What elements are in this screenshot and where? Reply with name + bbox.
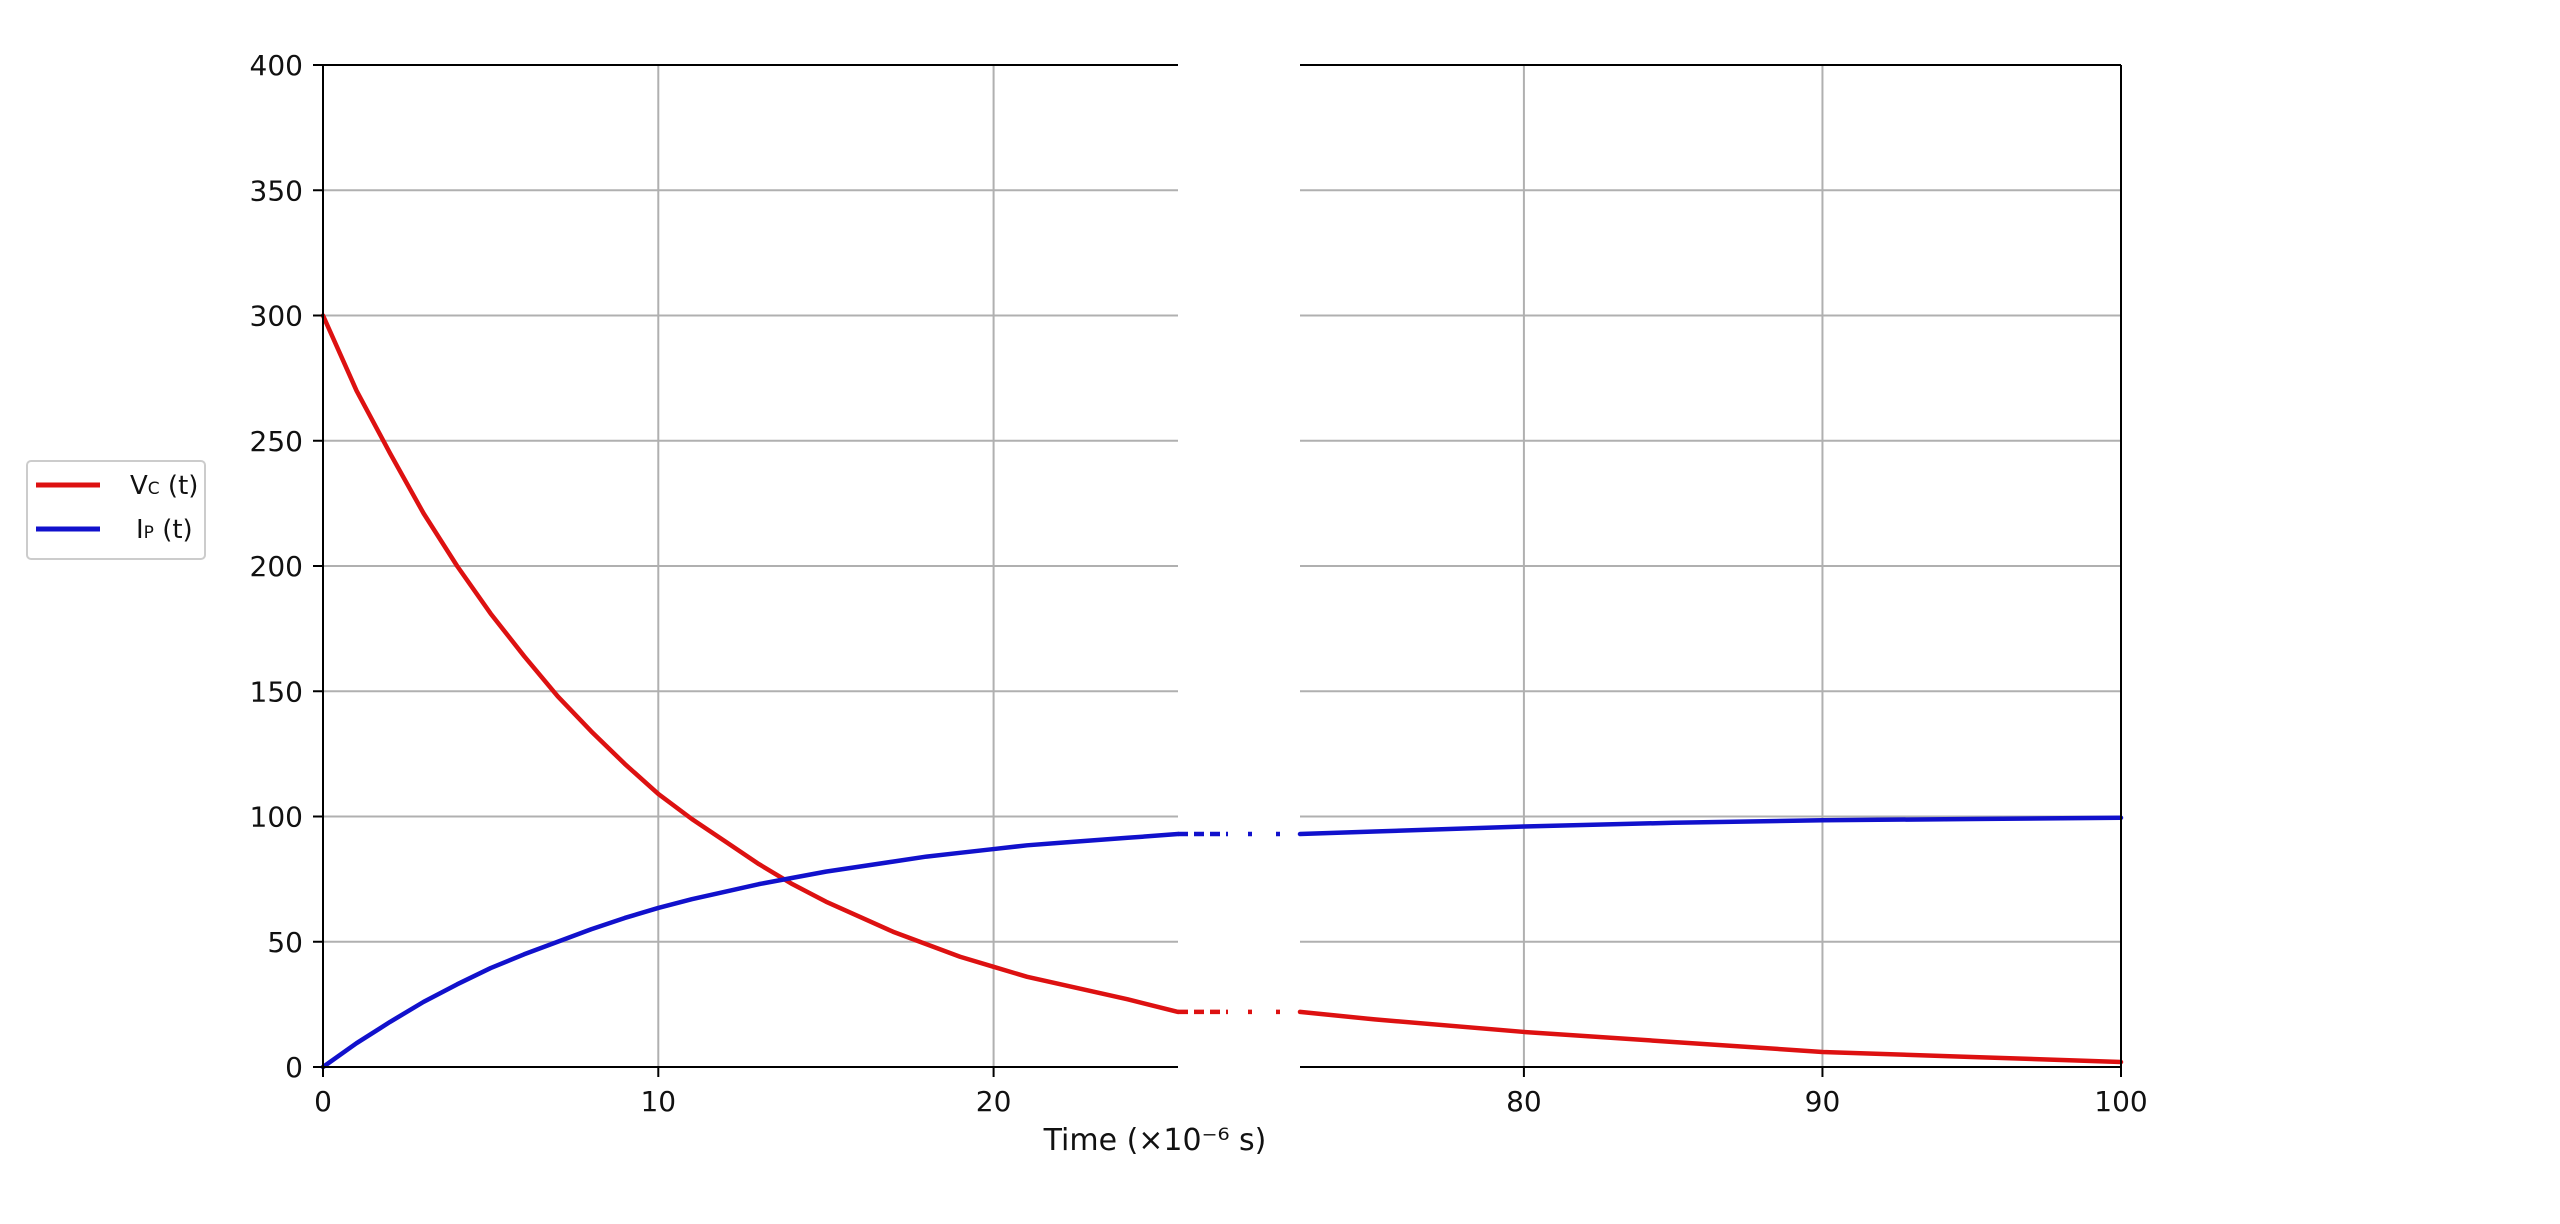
x-tick-label: 10 bbox=[640, 1085, 676, 1118]
x-tick-label: 100 bbox=[2094, 1085, 2147, 1118]
grid-layer bbox=[323, 64, 2121, 1067]
series-line-vc-panel-0 bbox=[320, 313, 1181, 1015]
legend-label-vc-main: V bbox=[130, 471, 148, 501]
x-tick-label: 20 bbox=[976, 1085, 1012, 1118]
y-tick-label: 350 bbox=[250, 174, 303, 207]
series-line-ip-panel-1 bbox=[1297, 815, 2124, 837]
y-tick-label: 50 bbox=[267, 926, 303, 959]
y-tick-label: 250 bbox=[250, 425, 303, 458]
y-tick-label: 100 bbox=[250, 801, 303, 834]
legend-label-vc-sub: C bbox=[148, 479, 160, 499]
legend-label-vc: VC (t) bbox=[130, 471, 198, 501]
x-axis-label: Time (×10⁻⁶ s) bbox=[1043, 1123, 1267, 1158]
legend-label-ip-main: I bbox=[136, 515, 144, 545]
x-tick-label: 80 bbox=[1506, 1085, 1542, 1118]
legend-label-vc-suffix: (t) bbox=[160, 471, 199, 501]
legend: VC (t) IP (t) bbox=[26, 460, 206, 560]
ticks-layer: 0 50 100 150 200 250 300 350 400 0 10 20 80 90 100 bbox=[250, 49, 2148, 1118]
series-line-vc-panel-1 bbox=[1297, 1009, 2124, 1065]
series-layer bbox=[320, 313, 2124, 1070]
y-tick-label: 0 bbox=[285, 1051, 303, 1084]
y-tick-label: 200 bbox=[250, 550, 303, 583]
y-tick-label: 300 bbox=[250, 300, 303, 333]
y-tick-label: 150 bbox=[250, 675, 303, 708]
legend-label-ip-sub: P bbox=[144, 523, 154, 543]
series-line-ip-panel-0 bbox=[320, 831, 1181, 1070]
x-tick-label: 0 bbox=[314, 1085, 332, 1118]
x-tick-label: 90 bbox=[1805, 1085, 1841, 1118]
y-tick-label: 400 bbox=[250, 49, 303, 82]
legend-label-ip: IP (t) bbox=[136, 515, 193, 545]
legend-label-ip-suffix: (t) bbox=[154, 515, 193, 545]
